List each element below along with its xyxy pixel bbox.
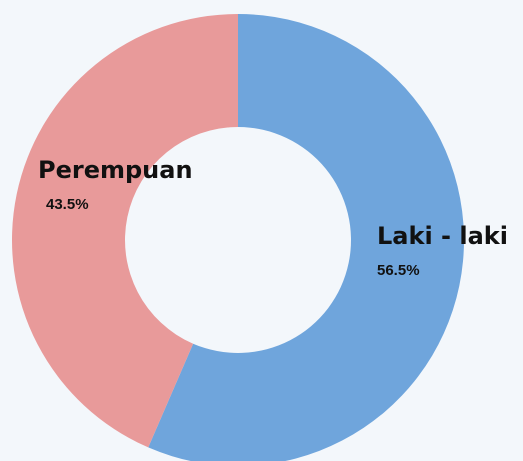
value-label: 56.5%	[377, 262, 420, 279]
slice-label: Perempuan	[38, 156, 193, 184]
value-label: 43.5%	[46, 196, 89, 213]
slice-label: Laki - laki	[377, 222, 508, 250]
slice	[148, 14, 464, 461]
slice	[11, 14, 238, 448]
